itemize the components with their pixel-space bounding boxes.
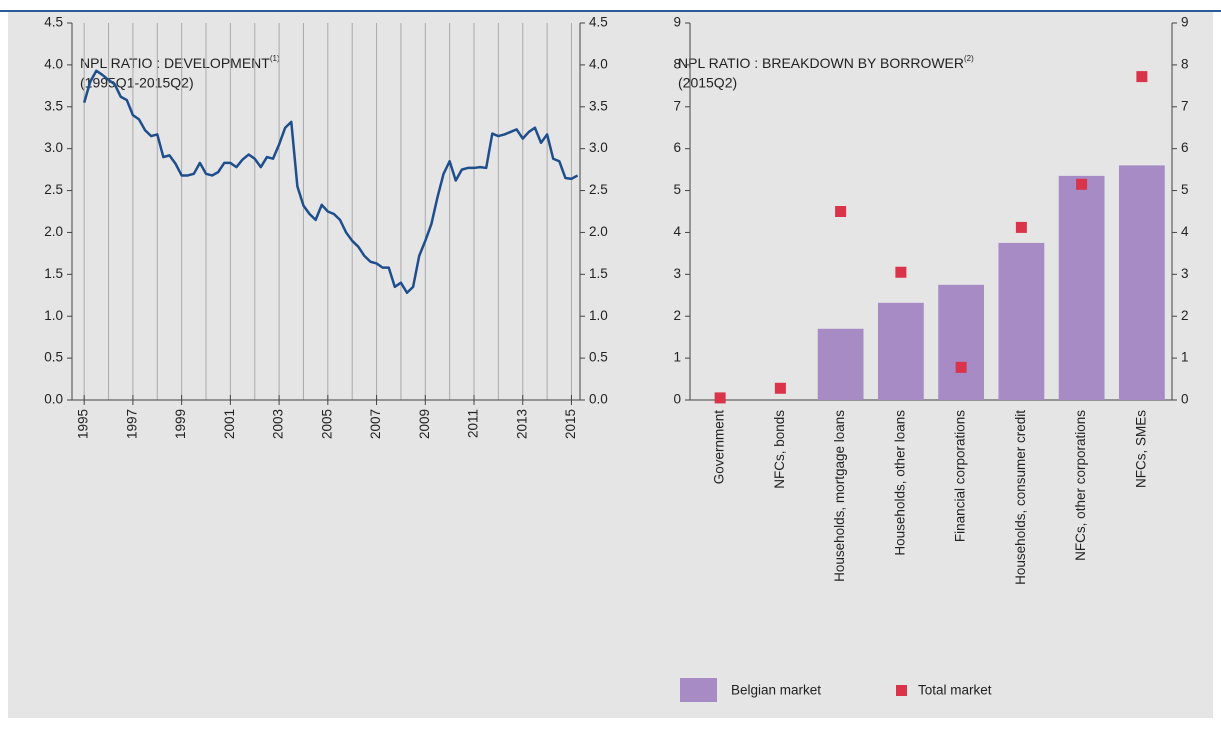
x-tick-label: Households, other loans — [892, 410, 907, 556]
title-text: NPL RATIO : BREAKDOWN BY BORROWER — [678, 55, 964, 71]
x-tick-label: 2013 — [514, 409, 529, 439]
y2-tick-label: 2.5 — [589, 182, 608, 197]
y-tick-label: 8 — [673, 56, 681, 71]
y2-tick-label: 0.5 — [589, 350, 608, 365]
x-tick-label: Households, consumer credit — [1013, 410, 1028, 585]
bar — [817, 328, 864, 400]
bar — [1058, 175, 1105, 400]
legend-swatch — [680, 678, 717, 702]
marker — [955, 361, 967, 373]
y2-tick-label: 3.0 — [589, 140, 608, 155]
y2-tick-label: 8 — [1181, 56, 1189, 71]
y-tick-label: 4.0 — [44, 56, 63, 71]
y-tick-label: 6 — [673, 140, 681, 155]
x-tick-label: 2011 — [466, 409, 481, 438]
y2-tick-label: 1 — [1181, 350, 1189, 365]
y-tick-label: 3 — [673, 266, 681, 281]
y2-tick-label: 4 — [1181, 224, 1189, 239]
y-tick-label: 0 — [673, 392, 681, 407]
y-tick-label: 4.5 — [44, 15, 63, 30]
y-tick-label: 2 — [673, 308, 681, 323]
title-text: NPL RATIO : DEVELOPMENT — [80, 55, 270, 71]
marker — [835, 206, 847, 217]
y2-tick-label: 0 — [1181, 392, 1189, 407]
x-tick-label: 1999 — [173, 409, 188, 439]
x-tick-label: Financial corporations — [953, 410, 968, 542]
y-tick-label: 0.0 — [44, 392, 63, 407]
legend-label: Total market — [918, 683, 992, 698]
y2-tick-label: 2.0 — [589, 224, 608, 239]
y-tick-label: 4 — [673, 224, 681, 239]
y2-tick-label: 7 — [1181, 98, 1189, 113]
bar — [877, 302, 924, 400]
chart-subtitle: (2015Q2) — [678, 75, 737, 91]
x-tick-label: 2001 — [222, 409, 237, 439]
y-tick-label: 1 — [673, 350, 681, 365]
y-tick-label: 0.5 — [44, 350, 63, 365]
x-tick-label: Government — [712, 410, 727, 485]
y-tick-label: 3.5 — [44, 98, 63, 113]
y-tick-label: 1.5 — [44, 266, 63, 281]
y-tick-label: 5 — [673, 182, 681, 197]
legend-label: Belgian market — [731, 683, 821, 698]
y2-tick-label: 3 — [1181, 266, 1189, 281]
x-tick-label: NFCs, SMEs — [1133, 410, 1148, 488]
bar — [998, 242, 1045, 400]
marker — [714, 392, 726, 404]
marker — [895, 266, 907, 278]
x-tick-label: 2009 — [417, 409, 432, 439]
bar — [938, 284, 985, 400]
y2-tick-label: 2 — [1181, 308, 1189, 323]
title-note: (2) — [964, 54, 974, 63]
x-tick-label: 2003 — [271, 409, 286, 439]
y-tick-label: 2.0 — [44, 224, 63, 239]
x-tick-label: 1995 — [76, 409, 91, 439]
y2-tick-label: 4.0 — [589, 56, 608, 71]
y2-tick-label: 1.5 — [589, 266, 608, 281]
chart-title: NPL RATIO : DEVELOPMENT(1) — [80, 54, 280, 71]
x-tick-label: 2005 — [319, 409, 334, 439]
y-tick-label: 9 — [673, 15, 681, 30]
chart-title: NPL RATIO : BREAKDOWN BY BORROWER(2) — [678, 54, 974, 71]
y2-tick-label: 1.0 — [589, 308, 608, 323]
legend-swatch — [896, 685, 907, 696]
bar — [1118, 165, 1165, 400]
y-tick-label: 7 — [673, 98, 681, 113]
marker — [1076, 178, 1088, 190]
y2-tick-label: 6 — [1181, 140, 1189, 155]
y2-tick-label: 9 — [1181, 15, 1189, 30]
x-tick-label: 1997 — [124, 409, 139, 439]
chart-subtitle: (1995Q1-2015Q2) — [80, 75, 194, 91]
x-tick-label: NFCs, bonds — [772, 410, 787, 489]
y-tick-label: 1.0 — [44, 308, 63, 323]
y2-tick-label: 3.5 — [589, 98, 608, 113]
x-tick-label: 2015 — [563, 409, 578, 439]
marker — [1015, 221, 1027, 233]
y2-tick-label: 5 — [1181, 182, 1189, 197]
y2-tick-label: 0.0 — [589, 392, 608, 407]
y-tick-label: 3.0 — [44, 140, 63, 155]
x-tick-label: NFCs, other corporations — [1073, 410, 1088, 561]
x-tick-label: Households, mortgage loans — [832, 410, 847, 582]
title-note: (1) — [270, 54, 280, 63]
marker — [1136, 71, 1148, 83]
x-tick-label: 2007 — [368, 409, 383, 439]
line-series — [82, 69, 579, 295]
y-tick-label: 2.5 — [44, 182, 63, 197]
y2-tick-label: 4.5 — [589, 15, 608, 30]
marker — [774, 382, 786, 394]
